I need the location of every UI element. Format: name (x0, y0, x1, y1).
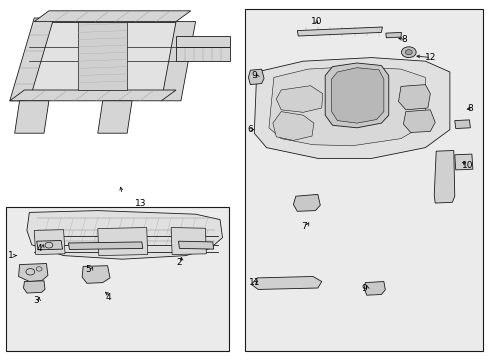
Text: 3: 3 (33, 296, 39, 305)
Polygon shape (23, 281, 45, 293)
Circle shape (405, 50, 411, 55)
Polygon shape (34, 11, 190, 22)
Polygon shape (254, 58, 449, 158)
Polygon shape (251, 276, 321, 289)
Polygon shape (98, 101, 132, 133)
Text: 4: 4 (37, 244, 42, 253)
Polygon shape (37, 240, 62, 250)
Text: 5: 5 (85, 266, 91, 274)
Polygon shape (248, 69, 264, 85)
Polygon shape (176, 47, 229, 61)
Polygon shape (454, 120, 469, 129)
Polygon shape (27, 211, 222, 259)
Polygon shape (10, 90, 176, 101)
Polygon shape (276, 86, 322, 112)
Text: 10: 10 (310, 17, 322, 26)
Polygon shape (178, 241, 213, 249)
Polygon shape (68, 242, 142, 249)
Polygon shape (10, 18, 54, 101)
Polygon shape (325, 63, 388, 128)
Polygon shape (398, 85, 429, 110)
Polygon shape (297, 27, 382, 36)
Polygon shape (403, 110, 434, 132)
Text: 8: 8 (466, 104, 472, 112)
Polygon shape (171, 228, 206, 255)
Text: 13: 13 (134, 199, 146, 208)
Text: 11: 11 (249, 278, 261, 287)
Polygon shape (454, 154, 472, 170)
Text: 9: 9 (251, 71, 257, 80)
Text: 10: 10 (461, 161, 472, 170)
Polygon shape (385, 32, 401, 38)
Text: 8: 8 (400, 35, 406, 44)
Bar (6, 207, 228, 351)
Polygon shape (176, 36, 229, 47)
Polygon shape (34, 230, 65, 255)
Text: 12: 12 (425, 53, 436, 62)
Polygon shape (364, 282, 385, 295)
Polygon shape (433, 150, 454, 203)
Polygon shape (268, 67, 425, 146)
Text: 4: 4 (105, 292, 111, 302)
Polygon shape (272, 112, 313, 140)
Polygon shape (293, 194, 320, 211)
Text: 6: 6 (247, 125, 253, 134)
Polygon shape (161, 22, 195, 101)
Text: 1: 1 (8, 251, 14, 260)
Text: 7: 7 (300, 222, 306, 231)
Circle shape (401, 47, 415, 58)
Polygon shape (331, 68, 383, 123)
Polygon shape (98, 228, 147, 256)
Text: 2: 2 (176, 258, 182, 267)
Polygon shape (29, 22, 176, 90)
Polygon shape (15, 101, 49, 133)
Polygon shape (78, 22, 127, 90)
Text: 9: 9 (361, 284, 367, 293)
Bar (245, 9, 482, 351)
Polygon shape (19, 264, 48, 282)
Polygon shape (82, 266, 110, 283)
